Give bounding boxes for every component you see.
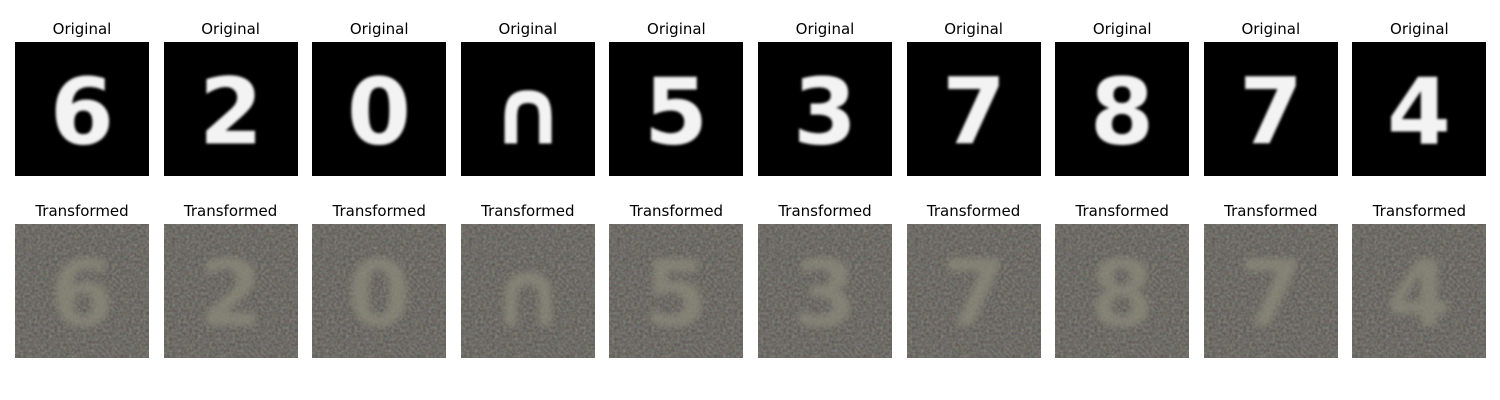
transformed-title: Transformed bbox=[1224, 202, 1318, 220]
transformed-title: Transformed bbox=[481, 202, 575, 220]
original-digit-image: 0 bbox=[312, 42, 447, 176]
original-digit-glyph: 5 bbox=[644, 59, 708, 166]
transformed-digit-glyph: 0 bbox=[347, 241, 411, 348]
transformed-title: Transformed bbox=[332, 202, 426, 220]
original-digit-image: 3 bbox=[758, 42, 892, 176]
original-title: Original bbox=[944, 20, 1003, 38]
original-digit-glyph: 4 bbox=[1387, 59, 1451, 166]
transformed-digit-image: 2 bbox=[163, 224, 298, 358]
original-digit-image: 7 bbox=[906, 42, 1041, 176]
original-panel-6: Original 3 bbox=[758, 20, 892, 180]
transformed-digit-image: 8 bbox=[1055, 224, 1190, 358]
transformed-title: Transformed bbox=[183, 202, 278, 220]
transformed-title: Transformed bbox=[1372, 202, 1467, 220]
original-digit-image: 4 bbox=[1352, 42, 1487, 176]
original-digit-glyph: 6 bbox=[50, 59, 114, 166]
original-panel-10: Original 4 bbox=[1352, 20, 1487, 180]
original-digit-image: 7 bbox=[1203, 42, 1338, 176]
transformed-panel-1: Transformed 6 bbox=[15, 202, 149, 362]
original-panel-2: Original 2 bbox=[163, 20, 298, 180]
original-digit-image: 8 bbox=[1055, 42, 1190, 176]
original-panel-8: Original 8 bbox=[1055, 20, 1190, 180]
original-title: Original bbox=[1092, 20, 1152, 38]
transformed-digit-glyph: 7 bbox=[942, 241, 1006, 348]
transformed-digit-glyph: 5 bbox=[644, 241, 708, 348]
transformed-title: Transformed bbox=[926, 202, 1021, 220]
original-digit-glyph: ∩ bbox=[490, 59, 565, 166]
original-digit-glyph: 7 bbox=[1239, 59, 1303, 166]
transformed-panel-4: Transformed ∩ bbox=[460, 202, 595, 362]
transformed-digit-glyph: 7 bbox=[1239, 241, 1303, 348]
original-panel-5: Original 5 bbox=[609, 20, 744, 180]
transformed-panel-9: Transformed 7 bbox=[1203, 202, 1338, 362]
original-panel-7: Original 7 bbox=[906, 20, 1041, 180]
transformed-panel-8: Transformed 8 bbox=[1055, 202, 1190, 362]
transformed-digit-image: 5 bbox=[609, 224, 744, 358]
original-title: Original bbox=[795, 20, 855, 38]
original-title: Original bbox=[52, 20, 112, 38]
transformed-panel-6: Transformed 3 bbox=[758, 202, 892, 362]
transformed-digit-image: 6 bbox=[15, 224, 149, 358]
transformed-digit-glyph: ∩ bbox=[490, 241, 565, 348]
transformed-panel-10: Transformed 4 bbox=[1352, 202, 1487, 362]
original-digit-image: 5 bbox=[609, 42, 744, 176]
transformed-digit-image: 4 bbox=[1352, 224, 1487, 358]
original-digit-glyph: 0 bbox=[347, 59, 411, 166]
original-title: Original bbox=[498, 20, 558, 38]
original-title: Original bbox=[349, 20, 409, 38]
transformed-digit-image: 7 bbox=[1203, 224, 1338, 358]
transformed-title: Transformed bbox=[778, 202, 872, 220]
transformed-digit-glyph: 2 bbox=[199, 241, 263, 348]
original-digit-image: ∩ bbox=[460, 42, 595, 176]
original-title: Original bbox=[201, 20, 260, 38]
transformed-panel-3: Transformed 0 bbox=[312, 202, 447, 362]
transformed-digit-image: 3 bbox=[758, 224, 892, 358]
transformed-digit-glyph: 6 bbox=[50, 241, 114, 348]
transformed-title: Transformed bbox=[629, 202, 724, 220]
transformed-digit-image: ∩ bbox=[460, 224, 595, 358]
original-panel-3: Original 0 bbox=[312, 20, 447, 180]
original-digit-glyph: 3 bbox=[793, 59, 857, 166]
original-digit-image: 2 bbox=[163, 42, 298, 176]
transformed-title: Transformed bbox=[1075, 202, 1169, 220]
original-panel-9: Original 7 bbox=[1203, 20, 1338, 180]
original-digit-glyph: 8 bbox=[1090, 59, 1154, 166]
transformed-digit-glyph: 4 bbox=[1387, 241, 1451, 348]
transformed-digit-glyph: 3 bbox=[793, 241, 857, 348]
transformed-panel-7: Transformed 7 bbox=[906, 202, 1041, 362]
transformed-digit-glyph: 8 bbox=[1090, 241, 1154, 348]
transformed-title: Transformed bbox=[35, 202, 129, 220]
transformed-digit-image: 0 bbox=[312, 224, 447, 358]
transformed-panel-5: Transformed 5 bbox=[609, 202, 744, 362]
original-title: Original bbox=[647, 20, 706, 38]
original-digit-glyph: 2 bbox=[199, 59, 263, 166]
transformed-panel-2: Transformed 2 bbox=[163, 202, 298, 362]
original-title: Original bbox=[1241, 20, 1301, 38]
original-title: Original bbox=[1390, 20, 1449, 38]
original-digit-image: 6 bbox=[15, 42, 149, 176]
original-panel-4: Original ∩ bbox=[460, 20, 595, 180]
transformed-digit-image: 7 bbox=[906, 224, 1041, 358]
original-digit-glyph: 7 bbox=[942, 59, 1006, 166]
original-panel-1: Original 6 bbox=[15, 20, 149, 180]
